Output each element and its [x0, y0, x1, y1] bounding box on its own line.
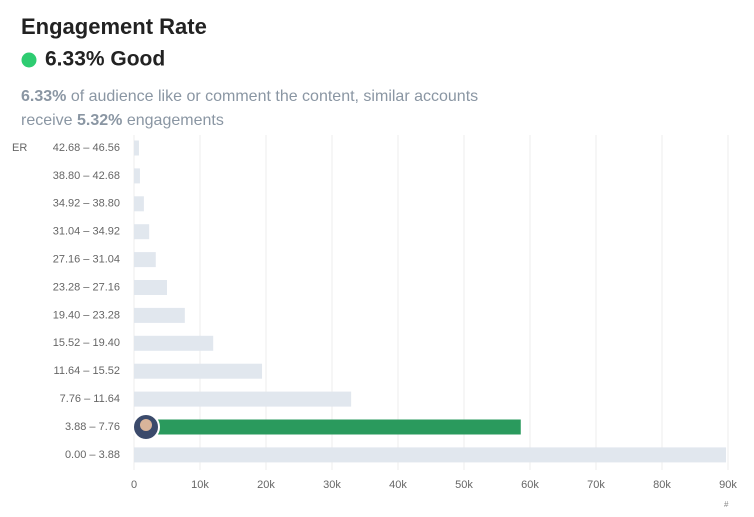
bold-text: 6.33%: [21, 88, 66, 105]
y-tick-label: 11.64 – 15.52: [54, 365, 120, 377]
x-tick-label: 20k: [257, 479, 275, 491]
bar: [134, 140, 139, 156]
y-tick-label: 27.16 – 31.04: [53, 254, 120, 266]
y-tick-label: 38.80 – 42.68: [53, 170, 120, 182]
bar: [134, 252, 156, 268]
y-axis-label: ER: [12, 142, 27, 154]
avatar-face: [140, 419, 152, 431]
x-tick-label: 30k: [323, 479, 341, 491]
text: receive: [21, 112, 77, 129]
y-tick-label: 31.04 – 34.92: [53, 226, 120, 238]
description-line: receive 5.32% engagements: [21, 112, 224, 129]
bar: [134, 168, 140, 184]
bar: [134, 391, 352, 407]
bar: [134, 335, 214, 351]
x-tick-label: 0: [131, 479, 137, 491]
rate: 6.33% Good: [45, 48, 165, 71]
y-tick-label: 23.28 – 27.16: [53, 281, 120, 293]
x-tick-label: 70k: [587, 479, 605, 491]
y-tick-label: 0.00 – 3.88: [65, 449, 120, 461]
bar: [134, 447, 727, 463]
bar: [134, 280, 167, 295]
bar: [134, 196, 144, 212]
description-line: 6.33% of audience like or comment the co…: [21, 88, 478, 105]
text: of audience like or comment the content,…: [66, 88, 478, 105]
x-tick-label: 80k: [653, 479, 671, 491]
text: engagements: [122, 112, 223, 129]
y-tick-label: 34.92 – 38.80: [53, 198, 120, 210]
status-dot: [21, 52, 37, 68]
bar: [134, 307, 185, 323]
x-tick-label: 90k: [719, 479, 737, 491]
y-tick-label: 7.76 – 11.64: [60, 393, 120, 405]
bold-text: 5.32%: [77, 112, 122, 129]
title: Engagement Rate: [21, 14, 207, 39]
x-tick-label: 10k: [191, 479, 209, 491]
bar: [134, 419, 521, 435]
bar: [134, 363, 263, 379]
x-tick-label: 50k: [455, 479, 473, 491]
x-axis-label: #: [724, 500, 729, 509]
y-tick-label: 15.52 – 19.40: [53, 337, 120, 349]
y-tick-label: 42.68 – 46.56: [53, 142, 120, 154]
y-tick-label: 19.40 – 23.28: [53, 309, 120, 321]
y-tick-label: 3.88 – 7.76: [65, 421, 120, 433]
bar: [134, 224, 150, 240]
x-tick-label: 60k: [521, 479, 539, 491]
x-tick-label: 40k: [389, 479, 407, 491]
